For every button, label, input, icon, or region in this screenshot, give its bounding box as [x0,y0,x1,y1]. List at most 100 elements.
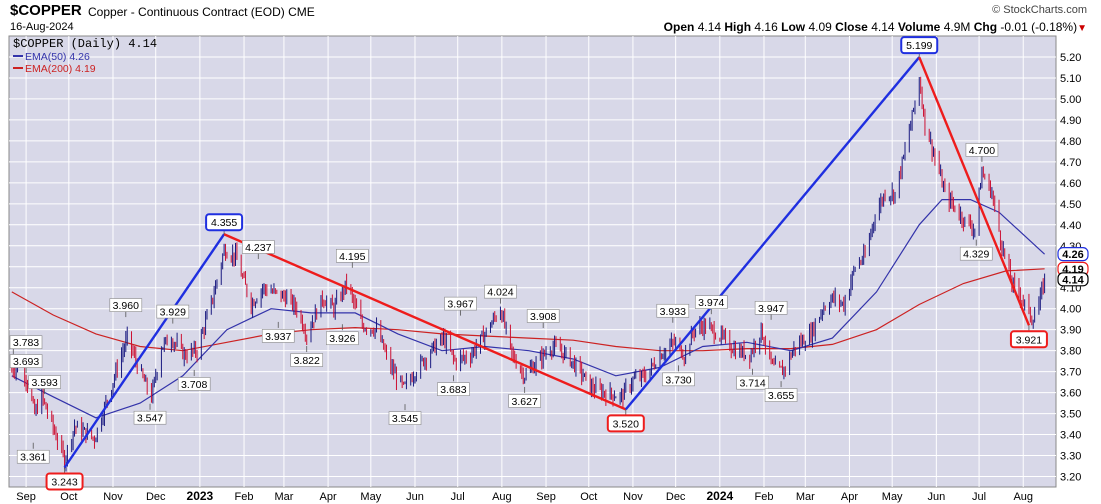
annotation-box [133,410,167,425]
price-marker [1057,247,1089,262]
trendline [223,233,627,411]
annotation-box [437,382,470,396]
legend-label: EMA(200) 4.19 [25,63,96,75]
low-label: Low [781,20,806,34]
x-tick-label: May [882,491,903,503]
x-tick-label: Jun [406,491,424,503]
annotation-label: 5.199 [906,40,932,52]
annotation-label: 3.937 [265,331,291,343]
annotation-box [736,375,769,390]
y-tick-label: 4.60 [1060,178,1081,190]
y-tick-label: 3.30 [1060,451,1081,463]
x-tick-label: Jul [972,491,986,503]
annotation-box [694,295,728,309]
high-label: High [724,20,752,34]
ema50-line [11,199,1046,419]
x-tick-label: Jul [451,491,465,503]
down-triangle-icon: ▼ [1077,23,1087,34]
x-tick-label: Feb [235,491,254,503]
y-tick-label: 4.90 [1060,115,1081,127]
x-tick-label: Nov [103,491,123,503]
annotation-label: 3.929 [160,307,186,319]
annotation-label: 3.693 [13,356,39,368]
x-tick-label: Sep [16,491,36,503]
annotation-box [9,354,43,368]
plot-area [8,35,1057,488]
annotation-box [241,240,275,254]
annotation-label: 3.361 [20,452,46,464]
annotation-box [109,298,143,312]
annotation-box [444,296,477,311]
annotation-label: 3.933 [660,306,686,318]
annotation-box [764,388,798,402]
annotation-label: 3.708 [181,379,207,391]
symbol-title: $COPPER [10,2,82,19]
trendline [918,56,1031,326]
annotation-label: 3.520 [613,418,639,430]
ohlc-readout: Open 4.14 High 4.16 Low 4.09 Close 4.14 … [664,20,1087,34]
annotation-box [177,377,211,391]
annotation-label: 3.908 [530,311,556,323]
y-tick-label: 3.40 [1060,430,1081,442]
annotation-box [336,248,369,263]
annotation-box [656,303,690,318]
price-marker-label: 4.14 [1062,274,1084,286]
annotation-box [606,414,645,433]
instrument-name-text: Copper - Continuous Contract (EOD) [88,5,285,19]
annotation-box [16,449,50,464]
annotation-label: 3.967 [447,299,473,311]
annotation-box [388,411,422,425]
high-value: 4.16 [754,20,778,34]
chart-header: $COPPER Copper - Continuous Contract (EO… [0,0,1101,36]
annotation-label: 3.730 [665,374,691,386]
annotation-label: 4.195 [339,251,365,263]
x-tick-label: Apr [320,491,337,503]
annotation-box [484,284,517,299]
annotation-label: 3.974 [698,297,724,309]
annotation-label: 3.947 [758,303,784,315]
annotation-box [45,472,84,491]
y-tick-label: 4.70 [1060,157,1081,169]
annotation-label: 3.926 [329,333,355,345]
open-value: 4.14 [697,20,722,34]
x-tick-label: Feb [754,491,773,503]
x-tick-label: Dec [146,491,166,503]
annotation-label: 3.547 [137,413,163,425]
close-label: Close [835,20,868,34]
y-tick-label: 4.50 [1060,199,1081,211]
x-tick-label: Mar [796,491,815,503]
trendline [624,56,921,411]
annotation-box [754,301,788,315]
y-tick-label: 5.20 [1060,52,1081,64]
trendline [63,233,226,469]
annotation-label: 3.627 [512,396,538,408]
annotation-box [326,331,359,346]
annotation-label: 4.237 [245,242,271,254]
open-label: Open [663,20,695,34]
x-tick-label: 2023 [187,489,214,503]
price-bars [11,76,1046,472]
annotation-label: 3.655 [768,390,794,402]
chg-label: Chg [973,20,998,34]
annotation-box [526,309,560,323]
chart-date: 16-Aug-2024 [10,21,74,33]
y-tick-label: 3.20 [1060,472,1081,484]
annotation-label: 3.921 [1016,334,1042,346]
instrument-name: Copper - Continuous Contract (EOD) CME [88,5,315,19]
annotation-label: 3.822 [294,355,320,367]
annotation-label: 3.714 [739,378,765,390]
x-tick-label: Apr [841,491,858,503]
volume-value: 4.9M [943,20,971,34]
annotation-label: 4.700 [969,145,995,157]
legend-label: EMA(50) 4.26 [25,51,90,63]
volume-label: Volume [897,20,941,34]
x-tick-label: Oct [580,491,597,503]
x-tick-label: Aug [1013,491,1033,503]
source-credit: © StockCharts.com [992,4,1087,16]
annotation-label: 3.960 [113,300,139,312]
annotation-label: 3.243 [51,476,77,488]
x-tick-label: May [360,491,381,503]
y-tick-label: 3.90 [1060,325,1081,337]
annotation-box [662,372,695,387]
annotation-box [900,36,939,55]
